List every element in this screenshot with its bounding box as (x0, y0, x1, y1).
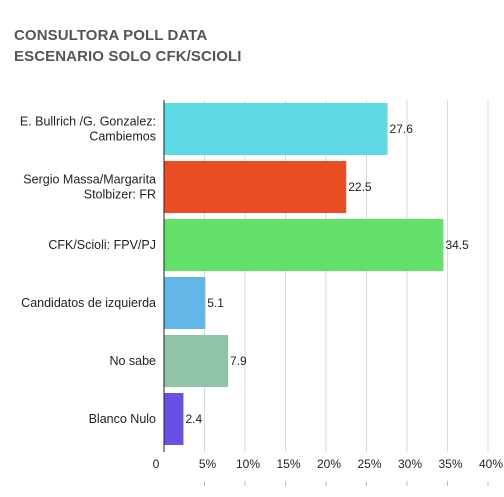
category-label: Sergio Massa/Margarita (23, 173, 156, 187)
tick-label: 10% (236, 457, 260, 471)
tick-label: 25% (357, 457, 381, 471)
tick-label: 35% (438, 457, 462, 471)
bar (164, 161, 347, 213)
tick-label: 15% (276, 457, 300, 471)
gridlines (204, 100, 489, 486)
bar (164, 393, 184, 445)
x-axis-ticks: 0 5% 10% 15% 20% 25% 30% 35% 40% (153, 457, 504, 471)
category-label: No sabe (109, 354, 156, 368)
data-label: 2.4 (185, 412, 202, 426)
value-labels: 27.6 22.5 34.5 5.1 7.9 2.4 (185, 122, 469, 426)
data-label: 34.5 (445, 238, 469, 252)
bar (164, 219, 444, 271)
tick-label: 0 (153, 457, 160, 471)
category-label: Stolbizer: FR (84, 188, 156, 202)
category-label: CFK/Scioli: FPV/PJ (48, 238, 156, 252)
bar (164, 335, 228, 387)
tick-label: 40% (479, 457, 503, 471)
bar (164, 277, 206, 329)
category-label: Blanco Nulo (89, 412, 156, 426)
bar (164, 103, 388, 155)
data-label: 7.9 (230, 354, 247, 368)
category-label: E. Bullrich /G. Gonzalez: (20, 115, 156, 129)
chart-title: CONSULTORA POLL DATA (14, 27, 208, 44)
data-label: 27.6 (390, 122, 414, 136)
category-label: Cambiemos (89, 130, 156, 144)
data-label: 22.5 (348, 180, 372, 194)
tick-label: 5% (199, 457, 217, 471)
tick-label: 20% (317, 457, 341, 471)
chart-subtitle: ESCENARIO SOLO CFK/SCIOLI (14, 48, 242, 65)
tick-label: 30% (398, 457, 422, 471)
data-label: 5.1 (207, 296, 224, 310)
category-labels: E. Bullrich /G. Gonzalez:Cambiemos Sergio… (20, 115, 156, 427)
bars (164, 103, 444, 445)
category-label: Candidatos de izquierda (21, 296, 156, 310)
